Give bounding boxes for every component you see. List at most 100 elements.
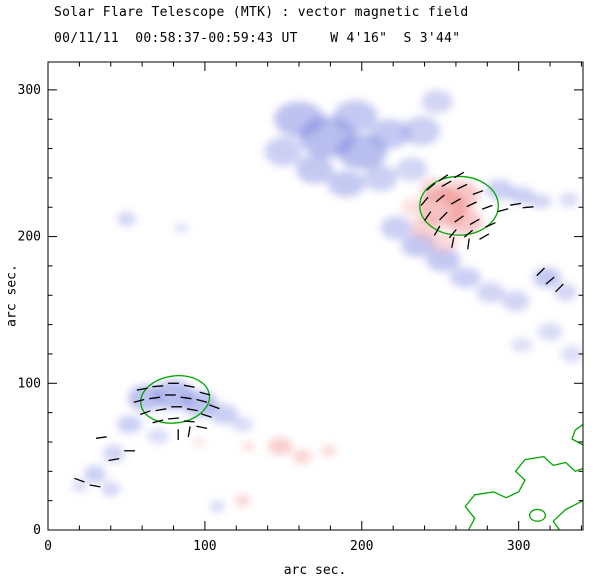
- field-vector: [139, 410, 151, 416]
- positive-field-blob: [410, 216, 439, 240]
- negative-field-blob: [231, 417, 254, 432]
- field-vector: [497, 208, 509, 213]
- field-contour-loop: [529, 508, 546, 522]
- field-vector: [467, 238, 470, 250]
- field-vector: [180, 396, 192, 400]
- x-tick-label: 100: [193, 539, 216, 554]
- field-contour-path: [571, 423, 583, 446]
- negative-field-blob: [117, 415, 143, 434]
- negative-field-blob: [510, 337, 533, 353]
- positive-field-blob: [448, 208, 483, 236]
- chart-title: Solar Flare Telescope (MTK) : vector mag…: [54, 5, 469, 20]
- y-tick-label: 100: [18, 376, 41, 391]
- field-vector: [536, 267, 545, 277]
- positive-field-blob: [267, 437, 293, 456]
- positive-field-blob: [441, 180, 480, 211]
- field-vector: [426, 182, 436, 191]
- field-vector: [463, 229, 474, 238]
- field-vector: [433, 225, 441, 236]
- y-tick-label: 200: [18, 230, 41, 245]
- field-vector: [441, 180, 452, 188]
- field-vector: [438, 174, 449, 182]
- field-vector: [89, 484, 101, 488]
- negative-field-blob: [537, 323, 563, 341]
- field-vector: [186, 408, 198, 412]
- positive-field-blob: [401, 198, 423, 217]
- negative-field-blob: [117, 211, 136, 227]
- field-vector: [168, 417, 179, 420]
- field-vector: [457, 183, 468, 190]
- field-vector: [435, 194, 445, 203]
- x-axis-label: arc sec.: [283, 563, 347, 578]
- positive-field-blob: [320, 444, 337, 457]
- negative-field-blob: [209, 403, 238, 425]
- field-contour: [419, 175, 499, 236]
- field-vector: [183, 384, 195, 388]
- field-vector: [555, 283, 564, 293]
- negative-field-blob: [369, 119, 411, 149]
- negative-field-blob: [333, 100, 378, 133]
- negative-field-blob: [71, 480, 88, 492]
- positive-field-blob: [292, 449, 312, 464]
- field-vector: [466, 201, 477, 208]
- field-vector: [208, 404, 220, 410]
- plot-frame: [47, 61, 584, 531]
- negative-field-blob: [501, 290, 530, 312]
- positive-field-blob: [192, 437, 205, 447]
- field-vector: [74, 477, 85, 483]
- field-vector: [155, 408, 167, 412]
- field-vector: [149, 396, 161, 400]
- negative-field-blob: [396, 157, 428, 181]
- field-vector: [424, 211, 432, 221]
- negative-field-blob: [209, 500, 226, 513]
- field-vector: [439, 211, 448, 221]
- negative-field-blob: [327, 170, 365, 197]
- negative-field-blob: [532, 267, 562, 288]
- field-vector: [448, 229, 457, 239]
- negative-field-blob: [146, 428, 169, 444]
- positive-field-blob: [234, 494, 251, 507]
- negative-field-blob: [529, 194, 552, 209]
- field-vector: [201, 413, 212, 418]
- y-tick-label: 0: [33, 523, 41, 538]
- negative-field-blob: [561, 345, 583, 363]
- negative-field-blob: [102, 444, 125, 463]
- negative-field-blob: [421, 89, 453, 114]
- negative-field-blob: [295, 154, 334, 184]
- vector-layer: [74, 171, 564, 488]
- field-vector: [136, 387, 148, 391]
- field-vector: [485, 222, 496, 228]
- negative-field-blob: [559, 192, 579, 208]
- field-vector: [420, 196, 429, 206]
- contour-layer: [140, 175, 583, 530]
- x-tick-label: 300: [507, 539, 530, 554]
- negative-field-blob: [509, 186, 535, 205]
- field-vector: [454, 171, 465, 179]
- field-vector: [152, 419, 164, 424]
- tick-labels: 0 100 200 300 0 100 200 300: [18, 83, 531, 554]
- x-tick-label: 200: [350, 539, 373, 554]
- negative-field-blob: [380, 216, 412, 240]
- field-vector: [199, 391, 211, 396]
- field-contour-path: [464, 455, 583, 530]
- field-vector: [481, 204, 493, 210]
- field-vector: [183, 420, 195, 423]
- blob-layer: [71, 89, 583, 513]
- negative-field-blob: [401, 233, 436, 258]
- positive-field-blob: [242, 441, 256, 451]
- x-tick-label: 0: [44, 539, 52, 554]
- field-vector: [472, 190, 484, 196]
- field-vector: [196, 425, 208, 430]
- field-vector: [133, 398, 145, 403]
- field-vector: [450, 198, 461, 205]
- field-vector: [451, 236, 455, 248]
- field-vector: [454, 215, 464, 223]
- negative-field-blob: [554, 283, 577, 302]
- chart-subtitle: 00/11/11 00:58:37-00:59:43 UT W 4'16" S …: [54, 31, 461, 46]
- positive-field-blob: [419, 177, 449, 202]
- field-vector: [95, 436, 107, 439]
- plot-area: [71, 89, 583, 530]
- negative-field-blob: [402, 116, 441, 146]
